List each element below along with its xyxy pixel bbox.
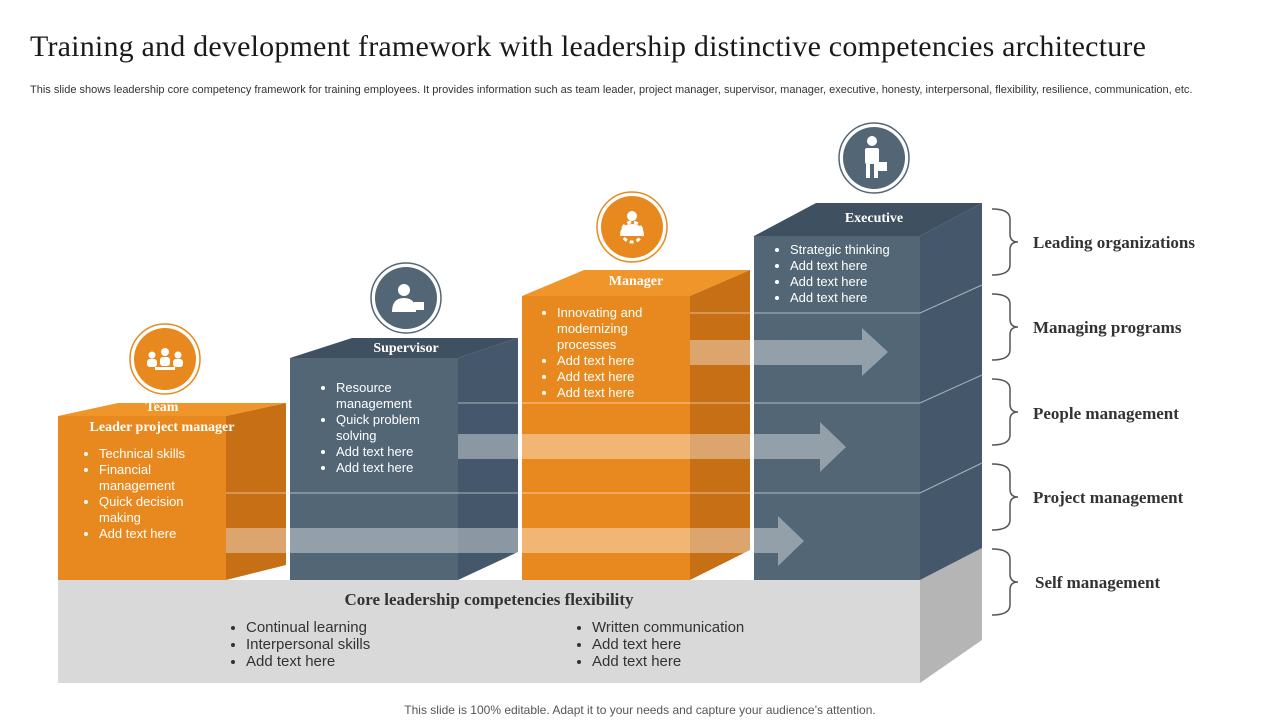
team-block-front [58, 416, 226, 580]
list-item: Add text here [557, 369, 682, 385]
executive-briefcase-icon [838, 122, 910, 194]
manager-block-top [522, 270, 750, 296]
manager-title: Manager [608, 274, 664, 289]
arrow-level-3 [690, 328, 888, 376]
list-item: Quick decision making [99, 494, 219, 526]
arrow-level-2 [458, 422, 846, 472]
bracket-leading-organizations [991, 208, 1019, 276]
supervisor-icon [370, 262, 442, 334]
list-item: Interpersonal skills [246, 636, 446, 653]
executive-block-front [754, 236, 920, 580]
executive-block-top [754, 203, 982, 236]
list-item: Innovating and modernizing processes [557, 305, 682, 353]
base-front [58, 580, 920, 683]
arrow-level-1 [226, 516, 804, 566]
team-title: Team [145, 400, 179, 415]
list-item: Strategic thinking [790, 242, 930, 258]
manager-block-front [522, 296, 690, 580]
list-item: Add text here [790, 290, 930, 306]
base-left-list: Continual learning Interpersonal skills … [228, 619, 446, 670]
level-brackets [991, 208, 1019, 616]
list-item: Resource management [336, 380, 461, 412]
bracket-people-management [991, 378, 1019, 446]
label-project-management: Project management [1033, 488, 1184, 507]
bracket-managing-programs [991, 293, 1019, 361]
executive-skill-list: Strategic thinking Add text here Add tex… [772, 242, 930, 306]
list-item: Add text here [790, 274, 930, 290]
team-subtitle: Leader project manager [89, 420, 235, 435]
manager-gear-icon [596, 191, 668, 263]
team-block-side [226, 403, 286, 580]
list-item: Quick problem solving [336, 412, 461, 444]
supervisor-block-side [458, 338, 518, 580]
label-managing-programs: Managing programs [1033, 318, 1182, 337]
manager-block-side [690, 270, 750, 580]
label-people-management: People management [1033, 404, 1179, 423]
base-title: Core leadership competencies flexibility [344, 590, 634, 609]
list-item: Add text here [246, 653, 446, 670]
list-item: Add text here [592, 653, 812, 670]
level-dividers [226, 284, 983, 494]
list-item: Written communication [592, 619, 812, 636]
list-item: Add text here [592, 636, 812, 653]
list-item: Continual learning [246, 619, 446, 636]
bracket-project-management [991, 463, 1019, 531]
list-item: Add text here [790, 258, 930, 274]
page-title: Training and development framework with … [30, 30, 1147, 63]
team-skill-list: Technical skills Financial management Qu… [81, 446, 219, 542]
executive-title: Executive [844, 211, 904, 226]
growth-arrows [226, 328, 888, 566]
team-block-top [58, 403, 286, 416]
list-item: Add text here [99, 526, 219, 542]
bracket-self-management [991, 548, 1019, 616]
supervisor-title: Supervisor [373, 341, 439, 356]
label-self-management: Self management [1035, 573, 1161, 592]
manager-skill-list: Innovating and modernizing processes Add… [539, 305, 682, 401]
list-item: Add text here [336, 444, 461, 460]
list-item: Financial management [99, 462, 219, 494]
supervisor-block-top [290, 338, 518, 358]
page-subtitle: This slide shows leadership core compete… [30, 84, 1193, 96]
base-side [920, 548, 982, 683]
label-leading-organizations: Leading organizations [1033, 233, 1195, 252]
list-item: Add text here [557, 385, 682, 401]
list-item: Add text here [557, 353, 682, 369]
supervisor-block-front [290, 358, 458, 580]
team-icon [129, 323, 201, 395]
list-item: Add text here [336, 460, 461, 476]
list-item: Technical skills [99, 446, 219, 462]
footer-note: This slide is 100% editable. Adapt it to… [404, 703, 876, 717]
supervisor-skill-list: Resource management Quick problem solvin… [318, 380, 461, 476]
base-right-list: Written communication Add text here Add … [574, 619, 812, 670]
